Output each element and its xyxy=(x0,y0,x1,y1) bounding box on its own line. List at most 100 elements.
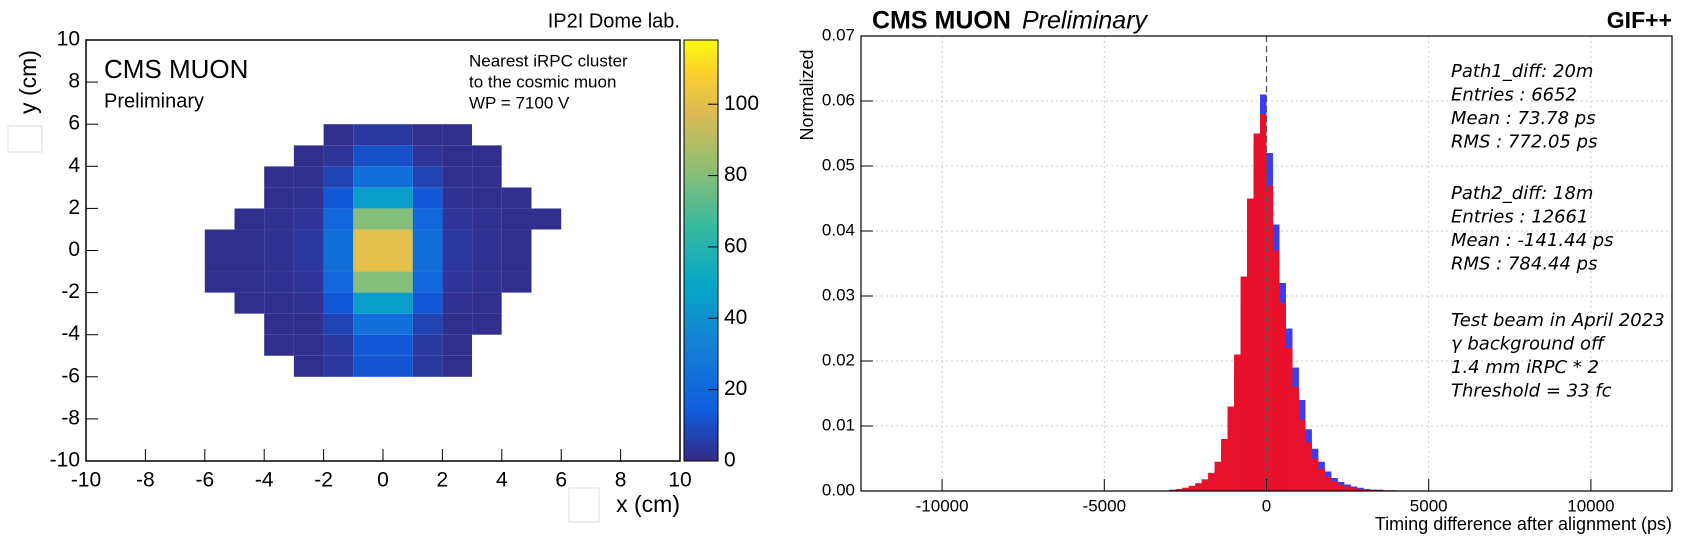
annotation: Nearest iRPC cluster xyxy=(469,51,628,70)
heatmap-cell xyxy=(383,313,413,335)
heatmap-cell xyxy=(234,166,265,188)
heatmap-cell xyxy=(383,292,413,314)
heatmap-cell xyxy=(323,313,354,335)
histogram-bar xyxy=(1311,458,1319,491)
chart-title: CMS MUON xyxy=(872,7,1011,35)
heatmap-cell xyxy=(472,271,502,293)
heatmap-cell xyxy=(442,250,473,272)
heatmap-cell xyxy=(442,229,473,251)
histogram-bar xyxy=(1221,439,1228,491)
histogram-bar xyxy=(1344,486,1351,491)
colorbar-tick-label: 0 xyxy=(724,449,736,472)
heatmap-cell xyxy=(323,229,354,251)
histogram-bar xyxy=(1260,114,1267,491)
heatmap-cell xyxy=(383,166,413,188)
heatmap-cell xyxy=(412,124,443,146)
heatmap-cell xyxy=(442,355,473,377)
histogram-bar xyxy=(1247,198,1254,491)
y-tick-label: 10 xyxy=(57,28,80,51)
heatmap-cell xyxy=(412,229,443,251)
heatmap-cell xyxy=(264,208,294,230)
heatmap-cell xyxy=(501,271,532,293)
heatmap-cell xyxy=(234,124,265,146)
x-tick-label: -4 xyxy=(255,469,274,492)
heatmap-cell xyxy=(501,250,532,272)
heatmap-cell xyxy=(412,145,443,167)
heatmap-cell xyxy=(472,334,502,356)
colorbar-tick-label: 60 xyxy=(724,234,747,257)
stat-line: Mean : 73.78 ps xyxy=(1451,108,1596,129)
histogram-bar xyxy=(1279,302,1286,491)
heatmap-cell xyxy=(264,334,294,356)
heatmap-cell xyxy=(472,166,502,188)
colorbar-tick-label: 20 xyxy=(724,377,747,400)
heatmap-cell xyxy=(501,229,532,251)
histogram-bar xyxy=(1350,487,1358,491)
stat-line: Entries : 12661 xyxy=(1451,207,1588,228)
chart-title: IP2I Dome lab. xyxy=(548,10,680,32)
histogram-bar xyxy=(1370,489,1377,491)
heatmap-cell xyxy=(472,355,502,377)
heatmap-cell xyxy=(442,208,473,230)
heatmap-cell xyxy=(204,229,235,251)
heatmap-cell xyxy=(353,292,383,314)
heatmap-cell xyxy=(293,271,324,293)
histogram-bar xyxy=(1253,133,1261,491)
y-axis-label: Normalized xyxy=(797,49,817,140)
heatmap-cell xyxy=(531,334,562,356)
y-tick-label: -4 xyxy=(61,322,80,345)
heatmap-cell xyxy=(353,229,383,251)
heatmap-cell xyxy=(531,229,562,251)
heatmap-cell xyxy=(264,124,294,146)
heatmap-cell xyxy=(234,334,265,356)
heatmap-cell xyxy=(412,187,443,209)
heatmap-cell xyxy=(501,187,532,209)
heatmap-cell xyxy=(353,145,383,167)
histogram-bar xyxy=(1182,487,1189,491)
heatmap-cell xyxy=(383,229,413,251)
histogram-bar xyxy=(1292,387,1299,491)
heatmap-cell xyxy=(501,292,532,314)
heatmap-cell xyxy=(501,355,532,377)
stat-line: Entries : 6652 xyxy=(1451,85,1577,106)
heatmap-cell xyxy=(353,208,383,230)
heatmap-cell xyxy=(293,313,324,335)
histogram-bar xyxy=(1331,481,1338,491)
x-tick-label: 2 xyxy=(437,469,449,492)
heatmap-cell xyxy=(293,187,324,209)
heatmap-cell xyxy=(204,355,235,377)
x-tick-label: 6 xyxy=(555,469,567,492)
heatmap-cell xyxy=(323,124,354,146)
heatmap-cell xyxy=(234,313,265,335)
y-axis-label: y (cm) xyxy=(15,50,41,114)
heatmap-cell xyxy=(412,166,443,188)
heatmap-cell xyxy=(531,292,562,314)
note: Threshold = 33 fc xyxy=(1451,381,1612,402)
x-tick-label: 10 xyxy=(668,469,691,492)
heatmap-cell xyxy=(442,124,473,146)
x-tick-label: 5000 xyxy=(1410,496,1448,515)
heatmap-cell xyxy=(264,355,294,377)
heatmap-cell xyxy=(234,208,265,230)
heatmap-cell xyxy=(204,208,235,230)
stat-line: RMS : 772.05 ps xyxy=(1451,132,1597,153)
heatmap-cell xyxy=(383,145,413,167)
heatmap-cell xyxy=(353,124,383,146)
heatmap-cell xyxy=(234,271,265,293)
x-tick-label: -8 xyxy=(136,469,155,492)
y-tick-label: 0 xyxy=(68,238,80,261)
placeholder-box xyxy=(7,125,43,153)
histogram-bar xyxy=(1227,406,1235,491)
histogram-bar xyxy=(1318,468,1325,491)
annotation: WP = 7100 V xyxy=(469,93,570,112)
heatmap-cell xyxy=(412,250,443,272)
chart-subtitle: Preliminary xyxy=(1022,7,1149,35)
y-tick-label: 0.06 xyxy=(822,90,855,109)
heatmap-cell xyxy=(353,250,383,272)
y-tick-label: 0.01 xyxy=(822,415,855,434)
histogram-bar xyxy=(1240,276,1248,491)
heatmap-cell xyxy=(501,313,532,335)
heatmap-cell xyxy=(442,334,473,356)
heatmap-cell xyxy=(501,208,532,230)
